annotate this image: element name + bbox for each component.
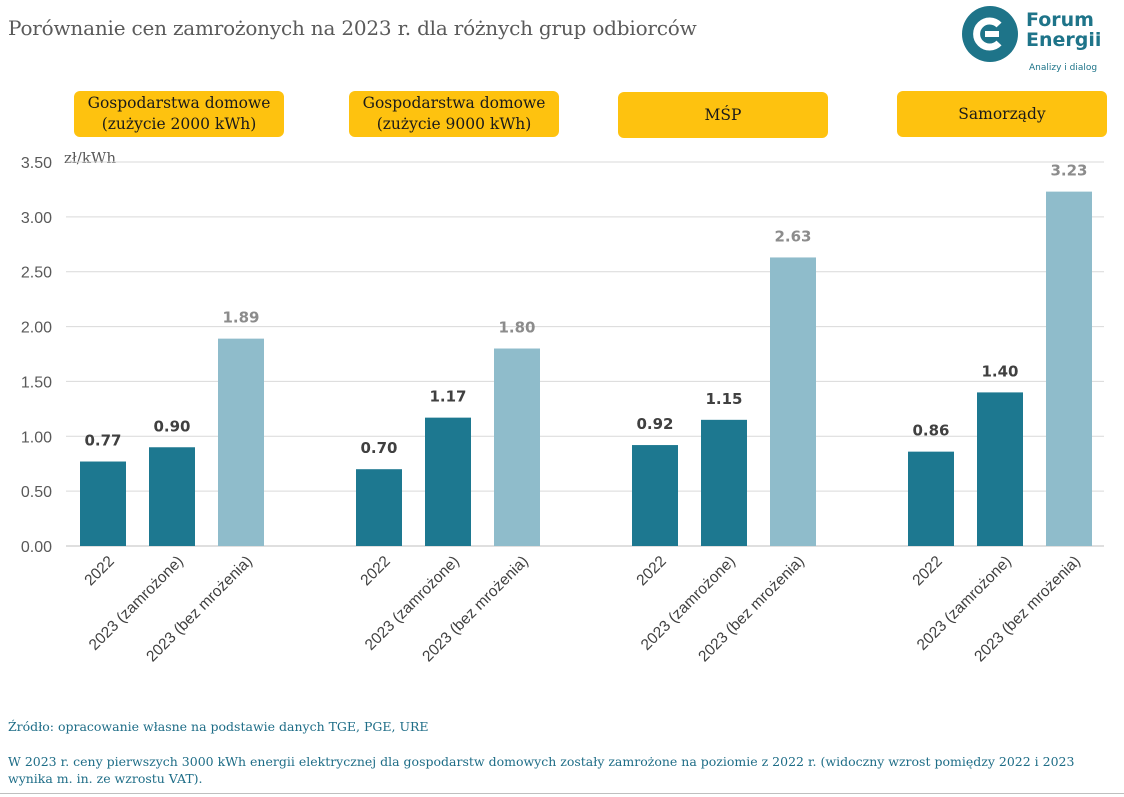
bar <box>977 392 1023 546</box>
bar <box>908 451 954 546</box>
x-tick-label: 2022 <box>633 553 669 589</box>
y-tick-label: 3.00 <box>21 210 52 227</box>
y-tick-label: 1.00 <box>21 429 52 446</box>
y-tick-label: 0.50 <box>21 484 52 501</box>
chart-title: Porównanie cen zamrożonych na 2023 r. dl… <box>8 16 697 40</box>
value-label: 1.17 <box>429 388 466 406</box>
bar <box>770 257 816 546</box>
value-label: 3.23 <box>1050 162 1087 180</box>
value-label: 0.77 <box>84 432 121 450</box>
x-tick-label: 2022 <box>909 553 945 589</box>
value-label: 1.15 <box>705 390 742 408</box>
x-tick-label: 2022 <box>81 553 117 589</box>
bar <box>80 461 126 546</box>
bar <box>218 338 264 546</box>
logo-name: Forum Energii <box>1026 10 1101 50</box>
y-tick-label: 2.00 <box>21 320 52 337</box>
bar <box>356 469 402 546</box>
y-tick-label: 3.50 <box>21 155 52 172</box>
y-tick-label: 0.00 <box>21 539 52 556</box>
forum-energii-logo: Forum Energii Analizy i dialog <box>962 6 1112 76</box>
bar <box>632 445 678 546</box>
group-label-households-9000: Gospodarstwa domowe (zużycie 9000 kWh) <box>349 91 559 137</box>
bar-chart: 0.00 0.50 1.00 1.50 2.00 2.50 3.00 3.50 0.77 0.9… <box>21 155 1104 666</box>
value-label: 0.90 <box>153 417 190 435</box>
logo-name-line1: Forum <box>1026 9 1094 31</box>
bar <box>1046 191 1092 546</box>
logo-name-line2: Energii <box>1026 29 1102 51</box>
logo-emblem-icon <box>962 6 1018 62</box>
bars <box>80 191 1092 546</box>
group-label-sme: MŚP <box>618 92 828 138</box>
bar <box>425 417 471 546</box>
footnote: W 2023 r. ceny pierwszych 3000 kWh energ… <box>8 754 1075 786</box>
value-label: 1.80 <box>498 319 535 337</box>
bottom-divider <box>0 793 1124 794</box>
y-tick-label: 2.50 <box>21 265 52 282</box>
group-label-municipalities: Samorządy <box>897 91 1107 137</box>
y-axis-ticks: 0.00 0.50 1.00 1.50 2.00 2.50 3.00 3.50 <box>21 155 52 556</box>
value-label: 0.92 <box>636 415 673 433</box>
value-label: 0.70 <box>360 439 397 457</box>
x-tick-label: 2022 <box>357 553 393 589</box>
bar <box>149 447 195 546</box>
bar <box>494 348 540 546</box>
y-tick-label: 1.50 <box>21 374 52 391</box>
value-label: 1.89 <box>222 309 259 327</box>
value-label: 1.40 <box>981 362 1018 380</box>
source-note: Źródło: opracowanie własne na podstawie … <box>8 719 429 734</box>
bar <box>701 419 747 546</box>
value-labels: 0.77 0.90 1.89 0.70 1.17 1.80 0.92 1.15 2.63 0.86… <box>84 162 1087 458</box>
logo-tagline: Analizy i dialog <box>1029 63 1098 73</box>
value-label: 0.86 <box>912 422 949 440</box>
value-label: 2.63 <box>774 227 811 245</box>
group-label-households-2000: Gospodarstwa domowe (zużycie 2000 kWh) <box>74 91 284 137</box>
